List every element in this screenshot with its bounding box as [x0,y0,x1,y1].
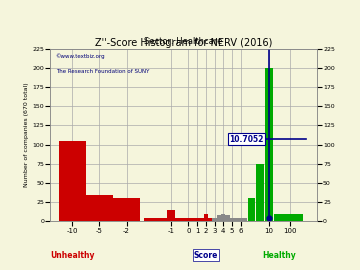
Bar [191,218,195,221]
Bar [160,218,167,221]
Text: 10.7052: 10.7052 [229,135,264,144]
Bar [276,214,303,221]
Bar [152,218,160,221]
Text: Score: Score [194,251,218,259]
Bar [221,214,225,221]
Bar [256,164,264,221]
Bar [182,218,186,221]
Bar [225,215,230,221]
Text: Healthy: Healthy [262,251,296,259]
Bar [144,218,152,221]
Bar [175,218,183,221]
Bar [208,218,212,221]
Bar [86,194,113,221]
Y-axis label: Number of companies (670 total): Number of companies (670 total) [24,83,30,187]
Bar [230,218,234,221]
Bar [186,218,191,221]
Bar [217,215,221,221]
Title: Z''-Score Histogram for NERV (2016): Z''-Score Histogram for NERV (2016) [95,38,272,48]
Text: The Research Foundation of SUNY: The Research Foundation of SUNY [56,69,149,74]
Bar [243,218,247,221]
Bar [199,218,204,221]
Text: Sector: Healthcare: Sector: Healthcare [144,37,223,46]
Bar [113,198,140,221]
Bar [167,210,175,221]
Bar [239,218,243,221]
Bar [195,218,199,221]
Text: Unhealthy: Unhealthy [50,251,94,259]
Bar [234,218,239,221]
Bar [59,141,86,221]
Bar [204,214,208,221]
Bar [212,218,217,221]
Bar [265,68,273,221]
Bar [248,198,255,221]
Text: ©www.textbiz.org: ©www.textbiz.org [56,54,105,59]
Bar [274,214,282,221]
